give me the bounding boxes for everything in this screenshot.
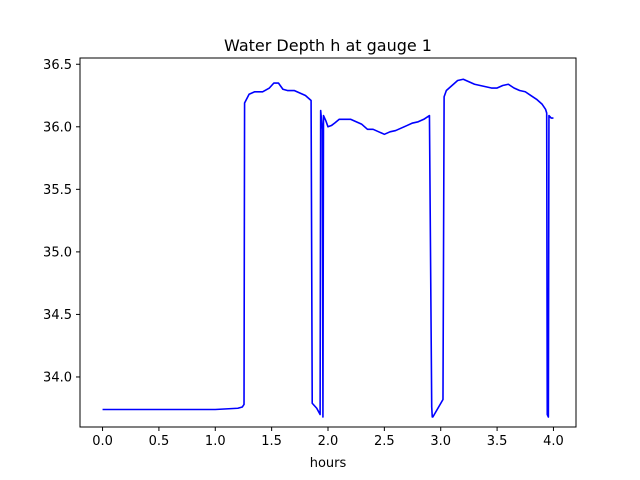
x-tick-label: 3.0 bbox=[430, 434, 451, 449]
x-axis-label: hours bbox=[310, 456, 347, 471]
x-tick-label: 4.0 bbox=[543, 434, 564, 449]
x-tick-label: 2.5 bbox=[374, 434, 395, 449]
y-tick-label: 34.5 bbox=[43, 308, 72, 323]
x-axis: 0.0 0.5 1.0 1.5 2.0 2.5 3.0 3.5 4.0 bbox=[92, 427, 564, 449]
x-tick-label: 0.0 bbox=[92, 434, 113, 449]
x-tick-label: 1.0 bbox=[205, 434, 226, 449]
chart-title: Water Depth h at gauge 1 bbox=[224, 36, 432, 55]
y-tick-label: 35.0 bbox=[43, 245, 72, 260]
y-tick-label: 36.5 bbox=[43, 58, 72, 73]
series-line-water-depth bbox=[102, 78, 554, 418]
y-axis: 34.0 34.5 35.0 35.5 36.0 36.5 bbox=[43, 58, 80, 385]
y-tick-label: 35.5 bbox=[43, 183, 72, 198]
x-tick-label: 0.5 bbox=[149, 434, 170, 449]
y-tick-label: 34.0 bbox=[43, 370, 72, 385]
x-tick-label: 3.5 bbox=[487, 434, 508, 449]
x-tick-label: 2.0 bbox=[318, 434, 339, 449]
plot-area bbox=[102, 78, 554, 418]
y-tick-label: 36.0 bbox=[43, 120, 72, 135]
x-tick-label: 1.5 bbox=[261, 434, 282, 449]
